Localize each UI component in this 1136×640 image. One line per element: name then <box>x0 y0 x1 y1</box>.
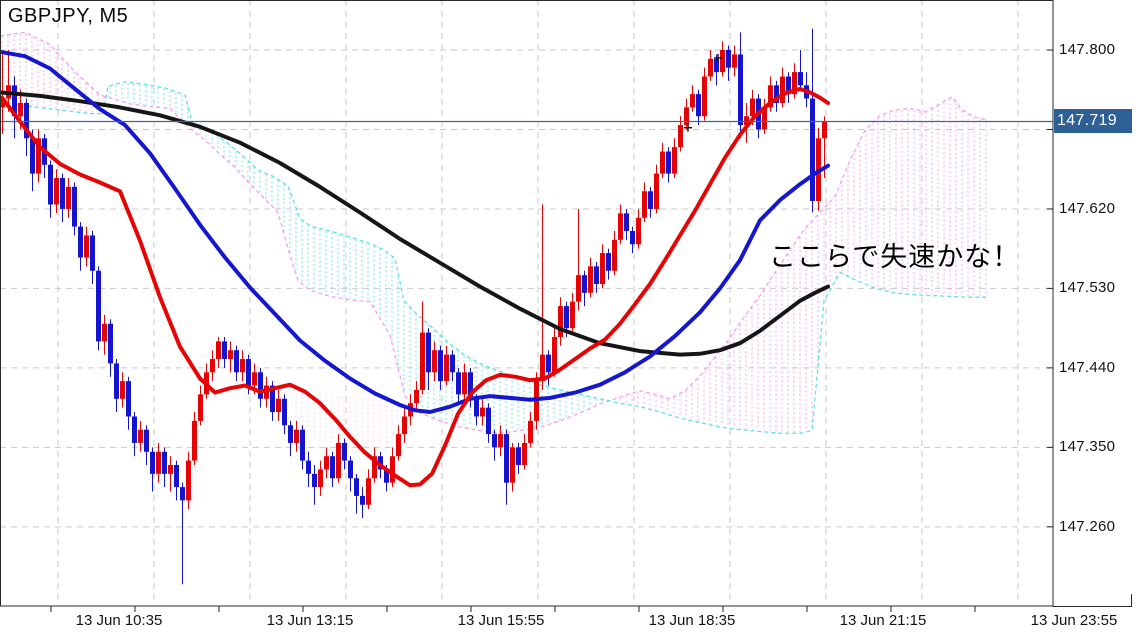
price-tick-label: 147.620 <box>1059 199 1116 217</box>
time-tick-label: 13 Jun 15:55 <box>457 612 545 629</box>
symbol-title: GBPJPY, M5 <box>8 5 129 27</box>
time-tick-label: 13 Jun 10:35 <box>75 612 163 629</box>
time-tick-label: 13 Jun 18:35 <box>648 612 736 629</box>
price-tick-label: 147.350 <box>1059 438 1116 456</box>
price-tick-label: 147.530 <box>1059 279 1116 297</box>
price-tick-label: 147.440 <box>1059 358 1116 376</box>
time-tick-label: 13 Jun 13:15 <box>266 612 354 629</box>
time-tick-label: 13 Jun 23:55 <box>1030 612 1118 629</box>
price-tick-label: 147.260 <box>1059 517 1116 535</box>
time-tick-label: 13 Jun 21:15 <box>839 612 927 629</box>
bid-price-badge: 147.719 <box>1054 109 1132 133</box>
chart-annotation-text: ここらで失速かな！ <box>769 242 1021 272</box>
price-tick-label: 147.800 <box>1059 41 1116 58</box>
